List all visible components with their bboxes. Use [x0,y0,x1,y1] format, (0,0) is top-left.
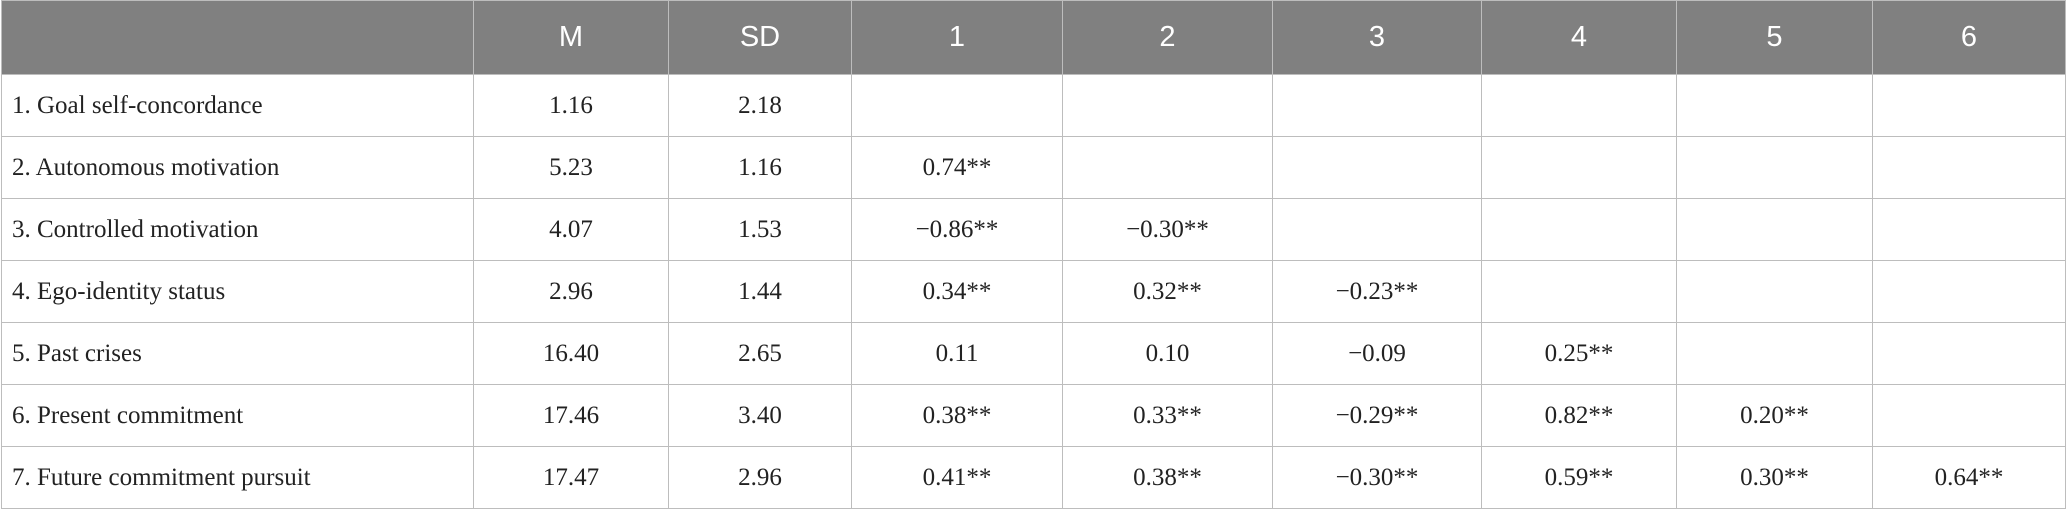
empty-cell [1676,198,1873,261]
correlation-table: M SD 1 2 3 4 5 6 1. Goal self-concordance 1.16 2.… [1,0,2066,509]
column-header: M [473,0,669,75]
empty-cell [1481,198,1677,261]
cell: 0.59** [1481,446,1677,509]
cell: 2.96 [668,446,852,509]
table-row: 4. Ego-identity status 2.96 1.44 0.34** 0.32… [1,260,2066,323]
cell: 0.38** [1062,446,1273,509]
cell: 0.41** [851,446,1063,509]
cell: 0.34** [851,260,1063,323]
cell: 0.11 [851,322,1063,385]
empty-cell [1676,322,1873,385]
cell: 0.25** [1481,322,1677,385]
cell: 5.23 [473,136,669,199]
table-row: 6. Present commitment 17.46 3.40 0.38** 0.33… [1,384,2066,447]
table-row: 1. Goal self-concordance 1.16 2.18 [1,74,2066,137]
row-label: 6. Present commitment [1,384,474,447]
empty-cell [1062,136,1273,199]
column-header: 5 [1676,0,1873,75]
cell: 0.20** [1676,384,1873,447]
cell: −0.30** [1272,446,1482,509]
cell: 0.74** [851,136,1063,199]
column-header: 1 [851,0,1063,75]
cell: 1.53 [668,198,852,261]
empty-cell [1062,74,1273,137]
table-body: 1. Goal self-concordance 1.16 2.18 2. Auton… [1,74,2066,509]
column-header: 4 [1481,0,1677,75]
empty-cell [1872,74,2066,137]
cell: 0.10 [1062,322,1273,385]
cell: 0.30** [1676,446,1873,509]
empty-cell [1872,260,2066,323]
cell: 1.16 [473,74,669,137]
row-label: 1. Goal self-concordance [1,74,474,137]
cell: 4.07 [473,198,669,261]
header-row: M SD 1 2 3 4 5 6 [1,0,2066,75]
row-label: 7. Future commitment pursuit [1,446,474,509]
cell: 1.44 [668,260,852,323]
empty-cell [1872,198,2066,261]
cell: −0.29** [1272,384,1482,447]
empty-cell [1676,74,1873,137]
corner-cell [1,0,474,75]
cell: 0.33** [1062,384,1273,447]
cell: 2.18 [668,74,852,137]
row-label: 5. Past crises [1,322,474,385]
table-row: 7. Future commitment pursuit 17.47 2.96 0.4… [1,446,2066,509]
table-row: 2. Autonomous motivation 5.23 1.16 0.74** [1,136,2066,199]
cell: 2.65 [668,322,852,385]
cell: 1.16 [668,136,852,199]
column-header: 3 [1272,0,1482,75]
empty-cell [851,74,1063,137]
empty-cell [1872,136,2066,199]
cell: −0.23** [1272,260,1482,323]
row-label: 3. Controlled motivation [1,198,474,261]
empty-cell [1481,260,1677,323]
row-label: 2. Autonomous motivation [1,136,474,199]
empty-cell [1676,260,1873,323]
cell: 2.96 [473,260,669,323]
cell: −0.30** [1062,198,1273,261]
column-header: 2 [1062,0,1273,75]
empty-cell [1481,136,1677,199]
empty-cell [1676,136,1873,199]
column-header: SD [668,0,852,75]
cell: 3.40 [668,384,852,447]
empty-cell [1872,384,2066,447]
empty-cell [1272,136,1482,199]
empty-cell [1872,322,2066,385]
cell: 0.82** [1481,384,1677,447]
table-row: 5. Past crises 16.40 2.65 0.11 0.10 −0.09 0.25… [1,322,2066,385]
row-label: 4. Ego-identity status [1,260,474,323]
cell: 0.64** [1872,446,2066,509]
cell: −0.86** [851,198,1063,261]
cell: 16.40 [473,322,669,385]
cell: 0.32** [1062,260,1273,323]
empty-cell [1272,198,1482,261]
cell: 17.47 [473,446,669,509]
empty-cell [1481,74,1677,137]
table-row: 3. Controlled motivation 4.07 1.53 −0.86** −… [1,198,2066,261]
empty-cell [1272,74,1482,137]
column-header: 6 [1872,0,2066,75]
cell: 17.46 [473,384,669,447]
cell: −0.09 [1272,322,1482,385]
cell: 0.38** [851,384,1063,447]
